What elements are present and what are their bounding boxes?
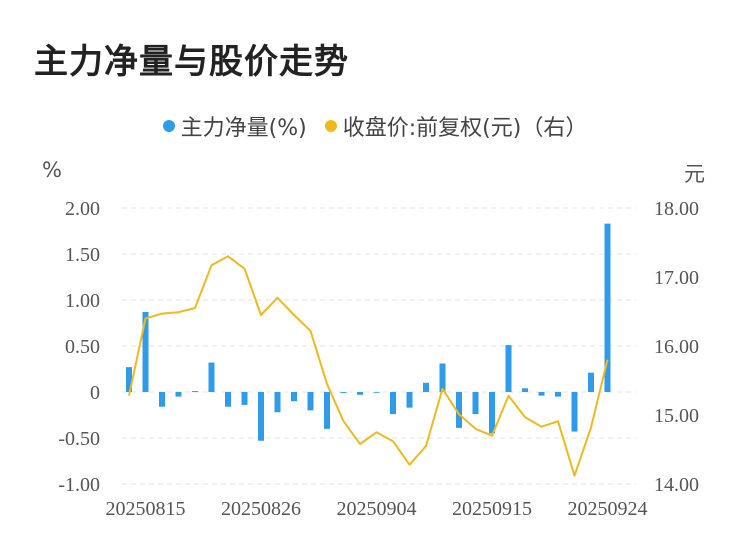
left-axis-unit: % [42, 158, 62, 182]
bar [489, 392, 495, 434]
bar [241, 392, 248, 405]
y-left-tick-label: 0 [90, 382, 100, 404]
bar [588, 372, 594, 392]
bar [439, 363, 446, 392]
bar [472, 392, 479, 415]
price-line [128, 255, 609, 477]
bar [522, 388, 528, 392]
legend-item-net-volume[interactable]: 主力净量(%) [162, 110, 307, 142]
bar [142, 311, 149, 392]
bar [390, 392, 396, 415]
bar [192, 391, 198, 392]
x-tick-label: 20250826 [221, 498, 301, 520]
bar [456, 392, 462, 428]
y-left-tick-label: 1.00 [65, 290, 100, 312]
chart-legend: 主力净量(%) 收盘价:前复权(元)（右） [0, 110, 750, 142]
y-left-tick-label: -0.50 [58, 428, 100, 450]
bar [307, 392, 314, 411]
bar [159, 392, 165, 407]
bar [324, 392, 330, 429]
x-tick-label: 20250904 [337, 498, 417, 520]
bar [126, 367, 132, 392]
y-left-tick-label: 2.00 [65, 198, 100, 220]
y-right-tick-label: 16.00 [654, 336, 699, 358]
bar [538, 392, 545, 396]
bar [357, 392, 363, 395]
y-right-tick-label: 14.00 [654, 474, 699, 496]
bar [373, 392, 380, 393]
x-tick-label: 20250924 [568, 498, 648, 520]
bar [274, 392, 281, 413]
y-right-tick-label: 15.00 [654, 405, 699, 427]
bar [208, 362, 215, 392]
bar [423, 382, 429, 392]
right-axis-unit: 元 [684, 162, 705, 186]
bar [571, 392, 578, 432]
bar [340, 392, 347, 393]
legend-label-close-price: 收盘价:前复权(元)（右） [342, 116, 588, 141]
y-left-tick-label: 1.50 [65, 244, 100, 266]
legend-marker-close-price [324, 120, 337, 132]
bar [406, 392, 413, 408]
y-left-tick-label: 0.50 [65, 336, 100, 358]
bar [225, 392, 231, 407]
bar [291, 392, 297, 402]
legend-item-close-price[interactable]: 收盘价:前复权(元)（右） [324, 110, 588, 142]
legend-marker-net-volume [162, 120, 175, 132]
y-right-tick-label: 17.00 [654, 267, 699, 289]
y-right-tick-label: 18.00 [654, 198, 699, 220]
bar [604, 223, 611, 392]
bar [258, 392, 264, 441]
bar [505, 345, 512, 392]
legend-label-net-volume: 主力净量(%) [180, 116, 307, 141]
bar [555, 392, 561, 397]
x-tick-label: 20250815 [106, 498, 186, 520]
bar [175, 392, 182, 397]
y-left-tick-label: -1.00 [58, 474, 100, 496]
x-tick-label: 20250915 [452, 498, 532, 520]
chart-title: 主力净量与股价走势 [34, 42, 349, 82]
